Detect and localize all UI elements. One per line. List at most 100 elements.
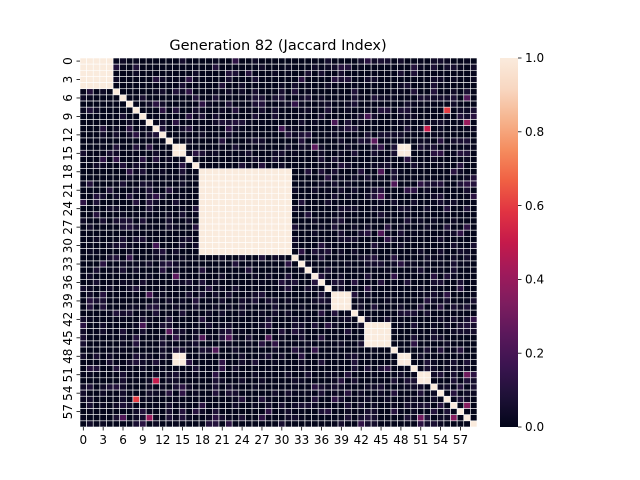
heatmap-cell — [251, 402, 259, 409]
heatmap-cell — [423, 297, 431, 305]
heatmap-cell — [298, 266, 306, 274]
heatmap-cell — [132, 322, 140, 329]
heatmap-cell — [304, 143, 312, 151]
heatmap-cell — [126, 383, 134, 391]
heatmap-cell — [291, 162, 299, 170]
heatmap-cell — [119, 315, 127, 323]
heatmap-cell — [172, 186, 180, 194]
heatmap-cell — [357, 113, 365, 120]
heatmap-cell — [145, 383, 154, 391]
heatmap-cell — [291, 57, 299, 65]
heatmap-cell — [185, 346, 193, 354]
heatmap-cell — [423, 340, 431, 348]
heatmap-cell — [430, 106, 438, 114]
heatmap-cell — [264, 137, 273, 145]
heatmap-cell — [178, 389, 187, 397]
heatmap-cell — [450, 334, 458, 342]
heatmap-cell — [456, 395, 465, 403]
heatmap-cell — [126, 149, 134, 157]
heatmap-cell — [139, 414, 147, 422]
heatmap-cell — [317, 315, 326, 323]
heatmap-cell — [470, 162, 478, 170]
heatmap-cell — [298, 371, 306, 379]
heatmap-cell — [403, 303, 412, 311]
heatmap-cell — [390, 291, 398, 299]
heatmap-cell — [284, 205, 293, 213]
heatmap-cell — [450, 395, 458, 403]
heatmap-cell — [119, 217, 127, 225]
heatmap-cell — [450, 279, 458, 286]
heatmap-cell — [370, 260, 379, 268]
heatmap-cell — [271, 359, 279, 366]
heatmap-cell — [463, 100, 471, 108]
heatmap-cell — [159, 352, 167, 360]
heatmap-cell — [172, 174, 180, 182]
heatmap-cell — [331, 168, 339, 176]
heatmap-cell — [112, 315, 121, 323]
heatmap-cell — [397, 162, 405, 170]
heatmap-cell — [410, 94, 418, 102]
heatmap-cell — [132, 309, 140, 317]
heatmap-cell — [423, 352, 431, 360]
heatmap-cell — [205, 254, 213, 262]
heatmap-cell — [159, 229, 167, 237]
heatmap-cell — [443, 395, 451, 403]
heatmap-cell — [350, 106, 359, 114]
heatmap-cell — [390, 340, 398, 348]
heatmap-cell — [291, 106, 299, 114]
heatmap-cell — [311, 340, 319, 348]
heatmap-cell — [324, 82, 332, 90]
heatmap-cell — [139, 279, 147, 286]
heatmap-cell — [436, 279, 445, 286]
heatmap-cell — [470, 260, 478, 268]
heatmap-cell — [245, 229, 253, 237]
heatmap-cell — [178, 248, 187, 256]
heatmap-cell — [218, 322, 226, 329]
heatmap-cell — [271, 285, 279, 292]
heatmap-cell — [212, 174, 220, 182]
heatmap-cell — [152, 359, 160, 366]
heatmap-cell — [152, 76, 160, 83]
heatmap-cell — [271, 156, 279, 163]
x-axis-ticks: 0 3 6 9 12 15 18 21 24 27 30 33 36 39 42 45 48 51 54 57 — [79, 427, 468, 447]
heatmap-cell — [278, 162, 286, 170]
heatmap-cell — [172, 162, 180, 170]
heatmap-cell — [463, 119, 471, 126]
heatmap-cell — [139, 174, 147, 182]
heatmap-cell — [397, 119, 405, 126]
heatmap-cell — [364, 205, 372, 213]
heatmap-cell — [337, 309, 345, 317]
heatmap-cell — [264, 205, 273, 213]
heatmap-cell — [238, 371, 246, 379]
heatmap-cell — [397, 248, 405, 256]
heatmap-cell — [245, 70, 253, 77]
heatmap-cell — [331, 260, 339, 268]
heatmap-cell — [456, 113, 465, 120]
heatmap-cell — [377, 359, 385, 366]
heatmap-cell — [205, 297, 213, 305]
heatmap-cell — [264, 352, 273, 360]
heatmap-cell — [192, 217, 200, 225]
heatmap-cell — [198, 119, 207, 126]
heatmap-cell — [284, 131, 293, 139]
heatmap-cell — [370, 174, 379, 182]
heatmap-cell — [317, 180, 326, 188]
heatmap-cell — [145, 125, 154, 133]
heatmap-cell — [357, 266, 365, 274]
heatmap-cell — [377, 408, 385, 415]
heatmap-cell — [185, 365, 193, 372]
heatmap-cell — [152, 168, 160, 176]
heatmap-cell — [126, 322, 134, 329]
heatmap-cell — [212, 272, 220, 280]
heatmap-cell — [410, 137, 418, 145]
heatmap-cell — [159, 322, 167, 329]
heatmap-cell — [331, 383, 339, 391]
heatmap-cell — [145, 260, 154, 268]
heatmap-cell — [231, 365, 240, 372]
heatmap-cell — [344, 205, 352, 213]
heatmap-cell — [126, 193, 134, 200]
colorbar-tick-label: 0.2 — [525, 346, 544, 360]
heatmap-cell — [324, 377, 332, 385]
heatmap-cell — [159, 334, 167, 342]
heatmap-cell — [357, 408, 365, 415]
